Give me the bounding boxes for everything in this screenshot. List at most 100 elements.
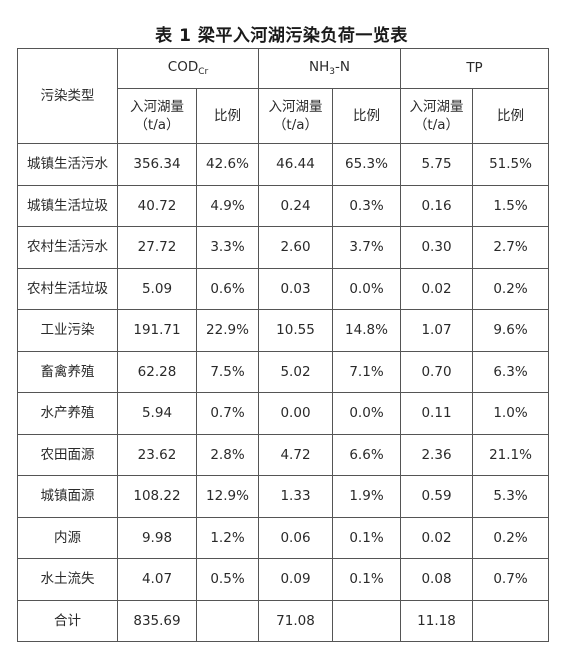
cell-tp-pct: 0.2%: [471, 516, 550, 559]
header-pollution-type: 污染类型: [17, 48, 118, 144]
cell-nh3: 46.44: [258, 143, 333, 186]
cell-cod: 108.22: [117, 475, 197, 518]
cell-cod-pct: 1.2%: [196, 516, 259, 559]
cell-cod: 4.07: [117, 558, 197, 601]
cell-nh3-pct: 0.1%: [332, 516, 401, 559]
cell-tp-pct: 1.0%: [471, 392, 550, 435]
cell-nh3-pct: 0.1%: [332, 558, 401, 601]
cell-cod-pct: 42.6%: [196, 143, 259, 186]
cell-tp: 0.16: [400, 184, 473, 227]
cell-type: 畜禽养殖: [17, 350, 118, 393]
header-tp-ratio: 比例: [471, 88, 550, 144]
cell-nh3-pct: 6.6%: [332, 433, 401, 476]
header-cod-load: 入河湖量 （t/a）: [117, 88, 197, 144]
table-row: 农村生活污水 27.72 3.3% 2.60 3.7% 0.30 2.7%: [17, 226, 550, 269]
cell-tp-pct: 0.7%: [471, 558, 550, 601]
cell-nh3: 1.33: [258, 475, 333, 518]
cell-tp: 0.02: [400, 267, 473, 310]
table-row: 农村生活垃圾 5.09 0.6% 0.03 0.0% 0.02 0.2%: [17, 267, 550, 310]
cell-cod: 5.94: [117, 392, 197, 435]
cell-cod: 9.98: [117, 516, 197, 559]
cell-type: 农田面源: [17, 433, 118, 476]
cell-tp-pct: 5.3%: [471, 475, 550, 518]
cell-nh3-pct: 1.9%: [332, 475, 401, 518]
cell-cod-pct: 22.9%: [196, 309, 259, 352]
cell-type: 合计: [17, 599, 118, 642]
table-row: 水土流失 4.07 0.5% 0.09 0.1% 0.08 0.7%: [17, 558, 550, 601]
cell-nh3-pct: 14.8%: [332, 309, 401, 352]
pollution-load-table: 污染类型 CODCr NH3-N TP 入河湖量 （t/a） 比例 入河湖量 （t/…: [17, 48, 550, 642]
cell-nh3: 0.09: [258, 558, 333, 601]
cell-type: 内源: [17, 516, 118, 559]
header-tp-load: 入河湖量 （t/a）: [400, 88, 473, 144]
cell-tp: 0.11: [400, 392, 473, 435]
cell-cod: 356.34: [117, 143, 197, 186]
cell-nh3: 4.72: [258, 433, 333, 476]
cell-tp: 0.02: [400, 516, 473, 559]
cell-tp: 0.59: [400, 475, 473, 518]
cell-tp-pct: 0.2%: [471, 267, 550, 310]
cell-tp: 0.08: [400, 558, 473, 601]
table-row: 城镇生活垃圾 40.72 4.9% 0.24 0.3% 0.16 1.5%: [17, 184, 550, 227]
table-row: 水产养殖 5.94 0.7% 0.00 0.0% 0.11 1.0%: [17, 392, 550, 435]
cell-cod: 835.69: [117, 599, 197, 642]
header-cod: CODCr: [117, 48, 259, 89]
header-nh3-ratio: 比例: [332, 88, 401, 144]
cell-cod: 23.62: [117, 433, 197, 476]
cell-type: 水土流失: [17, 558, 118, 601]
cell-nh3-pct: 65.3%: [332, 143, 401, 186]
cell-nh3-pct: 7.1%: [332, 350, 401, 393]
cell-nh3-pct: 0.0%: [332, 392, 401, 435]
cell-nh3-pct: 0.3%: [332, 184, 401, 227]
cell-cod: 5.09: [117, 267, 197, 310]
header-row-sub: 入河湖量 （t/a） 比例 入河湖量 （t/a） 比例 入河湖量 （t/a） 比例: [18, 88, 550, 144]
cell-cod-pct: 4.9%: [196, 184, 259, 227]
cell-cod: 191.71: [117, 309, 197, 352]
cell-type: 农村生活垃圾: [17, 267, 118, 310]
cell-nh3: 0.24: [258, 184, 333, 227]
table-row: 工业污染 191.71 22.9% 10.55 14.8% 1.07 9.6%: [17, 309, 550, 352]
cell-type: 城镇面源: [17, 475, 118, 518]
cell-tp-pct: [471, 599, 550, 642]
cell-cod-pct: 3.3%: [196, 226, 259, 269]
cell-cod: 40.72: [117, 184, 197, 227]
cell-type: 水产养殖: [17, 392, 118, 435]
cell-nh3: 0.03: [258, 267, 333, 310]
header-row-groups: 污染类型 CODCr NH3-N TP: [17, 48, 550, 144]
table-row: 城镇生活污水 356.34 42.6% 46.44 65.3% 5.75 51.…: [17, 143, 550, 186]
cell-tp: 1.07: [400, 309, 473, 352]
table-caption: 表 1 梁平入河湖污染负荷一览表: [155, 26, 408, 46]
cell-nh3-pct: [332, 599, 401, 642]
cell-tp-pct: 6.3%: [471, 350, 550, 393]
cell-nh3: 0.06: [258, 516, 333, 559]
cell-tp: 0.30: [400, 226, 473, 269]
cell-nh3: 71.08: [258, 599, 333, 642]
cell-cod: 27.72: [117, 226, 197, 269]
cell-tp: 0.70: [400, 350, 473, 393]
cell-nh3: 10.55: [258, 309, 333, 352]
cell-type: 城镇生活污水: [17, 143, 118, 186]
header-cod-ratio: 比例: [196, 88, 259, 144]
cell-cod-pct: 7.5%: [196, 350, 259, 393]
cell-cod-pct: 12.9%: [196, 475, 259, 518]
cell-type: 城镇生活垃圾: [17, 184, 118, 227]
cell-tp: 5.75: [400, 143, 473, 186]
cell-type: 工业污染: [17, 309, 118, 352]
header-nh3n: NH3-N: [258, 48, 401, 89]
cell-cod-pct: [196, 599, 259, 642]
header-tp: TP: [399, 48, 550, 89]
table-row: 城镇面源 108.22 12.9% 1.33 1.9% 0.59 5.3%: [17, 475, 550, 518]
cell-tp-pct: 51.5%: [471, 143, 550, 186]
cell-tp-pct: 2.7%: [471, 226, 550, 269]
cell-cod: 62.28: [117, 350, 197, 393]
cell-tp-pct: 1.5%: [471, 184, 550, 227]
cell-nh3: 2.60: [258, 226, 333, 269]
header-nh3-load: 入河湖量 （t/a）: [258, 88, 333, 144]
cell-cod-pct: 0.5%: [196, 558, 259, 601]
cell-type: 农村生活污水: [17, 226, 118, 269]
table-row-total: 合计 835.69 71.08 11.18: [17, 599, 550, 642]
cell-cod-pct: 0.6%: [196, 267, 259, 310]
cell-tp: 2.36: [400, 433, 473, 476]
cell-cod-pct: 2.8%: [196, 433, 259, 476]
cell-nh3: 5.02: [258, 350, 333, 393]
